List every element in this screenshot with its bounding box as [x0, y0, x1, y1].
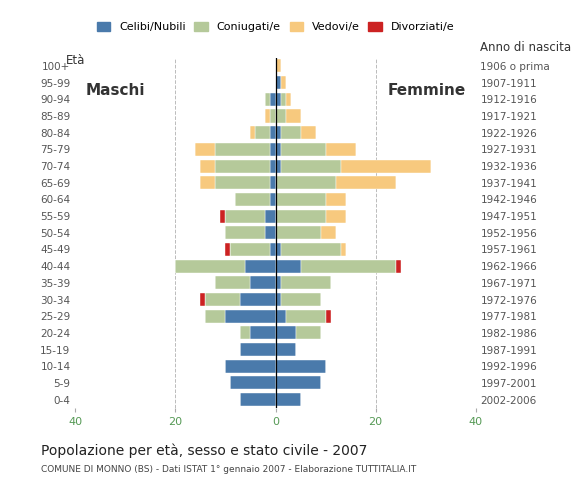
Bar	[276, 243, 281, 256]
Bar	[325, 210, 346, 223]
Bar	[276, 159, 281, 173]
Bar	[230, 243, 270, 256]
Bar	[276, 193, 325, 206]
Bar	[241, 343, 276, 356]
Bar	[241, 326, 251, 339]
Bar	[251, 326, 276, 339]
Bar	[276, 210, 325, 223]
Bar	[266, 93, 270, 106]
Bar	[281, 126, 300, 139]
Bar	[226, 226, 266, 240]
Bar	[216, 143, 270, 156]
Bar	[276, 326, 295, 339]
Bar	[276, 293, 281, 306]
Bar	[276, 360, 325, 373]
Bar	[270, 176, 276, 189]
Bar	[276, 143, 281, 156]
Bar	[300, 260, 396, 273]
Bar	[281, 143, 325, 156]
Text: Maschi: Maschi	[85, 84, 145, 98]
Bar	[245, 260, 276, 273]
Bar	[295, 326, 321, 339]
Bar	[396, 260, 401, 273]
Bar	[266, 210, 275, 223]
Text: COMUNE DI MONNO (BS) - Dati ISTAT 1° gennaio 2007 - Elaborazione TUTTITALIA.IT: COMUNE DI MONNO (BS) - Dati ISTAT 1° gen…	[41, 465, 416, 474]
Bar	[340, 243, 346, 256]
Text: Anno di nascita: Anno di nascita	[480, 41, 571, 54]
Bar	[216, 276, 251, 289]
Bar	[281, 76, 285, 89]
Bar	[276, 126, 281, 139]
Bar	[300, 126, 316, 139]
Bar	[281, 93, 285, 106]
Bar	[340, 159, 430, 173]
Bar	[325, 143, 356, 156]
Bar	[276, 176, 335, 189]
Bar	[251, 276, 276, 289]
Bar	[325, 193, 346, 206]
Bar	[216, 176, 270, 189]
Bar	[241, 293, 276, 306]
Bar	[201, 293, 205, 306]
Bar	[285, 109, 300, 122]
Bar	[255, 126, 270, 139]
Bar	[195, 143, 216, 156]
Bar	[176, 260, 245, 273]
Bar	[270, 109, 276, 122]
Bar	[230, 376, 276, 389]
Bar	[276, 93, 281, 106]
Bar	[325, 310, 331, 323]
Bar	[201, 176, 216, 189]
Bar	[276, 393, 300, 406]
Bar	[276, 343, 295, 356]
Legend: Celibi/Nubili, Coniugati/e, Vedovi/e, Divorziati/e: Celibi/Nubili, Coniugati/e, Vedovi/e, Di…	[92, 18, 459, 37]
Bar	[276, 76, 281, 89]
Bar	[335, 176, 396, 189]
Bar	[276, 260, 300, 273]
Bar	[276, 376, 321, 389]
Text: Femmine: Femmine	[387, 84, 466, 98]
Bar	[281, 243, 340, 256]
Bar	[281, 159, 340, 173]
Bar	[226, 310, 276, 323]
Text: Popolazione per età, sesso e stato civile - 2007: Popolazione per età, sesso e stato civil…	[41, 444, 367, 458]
Bar	[241, 393, 276, 406]
Bar	[251, 126, 255, 139]
Bar	[226, 243, 230, 256]
Bar	[205, 293, 241, 306]
Bar	[235, 193, 270, 206]
Bar	[266, 226, 275, 240]
Bar	[276, 109, 285, 122]
Bar	[270, 126, 276, 139]
Bar	[321, 226, 335, 240]
Bar	[285, 310, 325, 323]
Bar	[270, 193, 276, 206]
Bar	[270, 93, 276, 106]
Bar	[270, 243, 276, 256]
Bar	[205, 310, 226, 323]
Bar	[216, 159, 270, 173]
Bar	[281, 276, 331, 289]
Bar	[201, 159, 216, 173]
Bar	[226, 360, 276, 373]
Bar	[226, 210, 266, 223]
Bar	[220, 210, 226, 223]
Bar	[276, 60, 281, 72]
Bar	[276, 276, 281, 289]
Bar	[270, 159, 276, 173]
Bar	[270, 143, 276, 156]
Bar	[285, 93, 291, 106]
Bar	[281, 293, 321, 306]
Bar	[276, 226, 321, 240]
Bar	[266, 109, 270, 122]
Text: Età: Età	[66, 54, 85, 67]
Bar	[276, 310, 285, 323]
